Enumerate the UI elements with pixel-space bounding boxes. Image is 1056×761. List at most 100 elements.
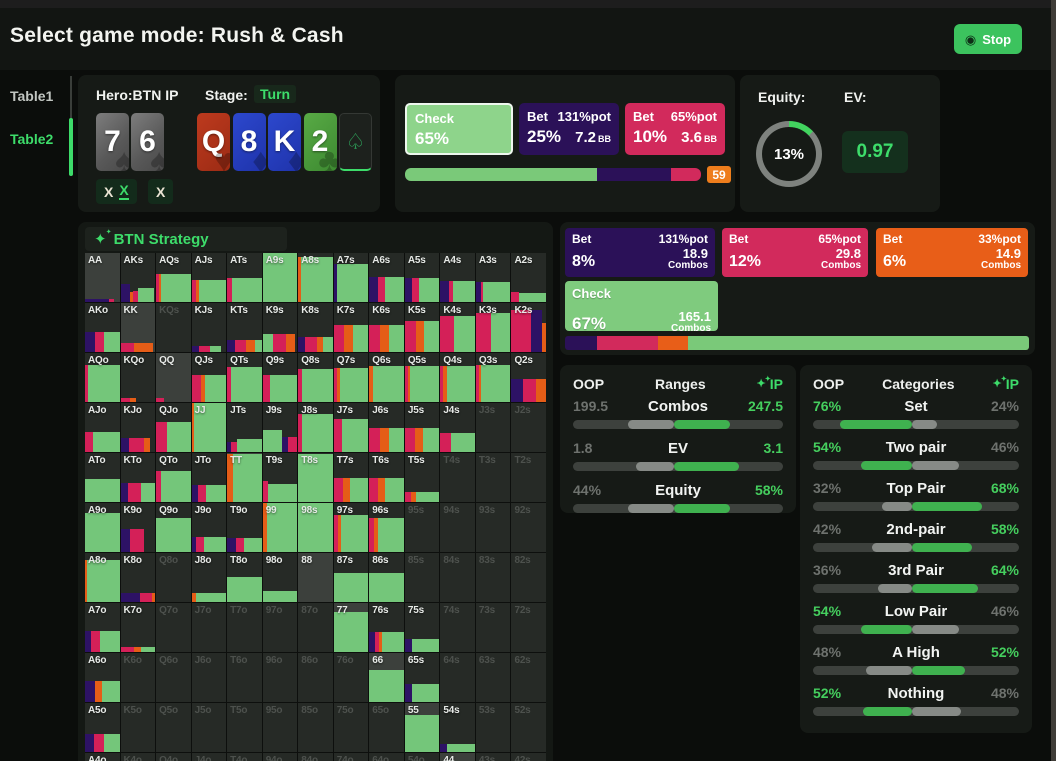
hand-cell-95s[interactable]: 95s bbox=[404, 503, 440, 552]
hand-cell-q2s[interactable]: Q2s bbox=[511, 353, 546, 402]
hand-cell-64o[interactable]: 64o bbox=[369, 753, 404, 761]
hand-cell-43s[interactable]: 43s bbox=[475, 753, 511, 761]
hand-cell-qjs[interactable]: QJs bbox=[191, 353, 227, 402]
hand-cell-64s[interactable]: 64s bbox=[440, 653, 475, 702]
hand-cell-44[interactable]: 44 bbox=[440, 753, 475, 761]
hand-cell-t5s[interactable]: T5s bbox=[404, 453, 440, 502]
hand-cell-ato[interactable]: ATo bbox=[85, 453, 120, 502]
hand-cell-k6o[interactable]: K6o bbox=[120, 653, 156, 702]
hand-cell-q8s[interactable]: Q8s bbox=[298, 353, 333, 402]
hand-cell-74s[interactable]: 74s bbox=[440, 603, 475, 652]
hand-cell-k8o[interactable]: K8o bbox=[120, 553, 156, 602]
hand-cell-t5o[interactable]: T5o bbox=[227, 703, 262, 752]
hand-cell-86s[interactable]: 86s bbox=[369, 553, 404, 602]
hand-cell-97s[interactable]: 97s bbox=[333, 503, 369, 552]
hand-cell-85o[interactable]: 85o bbox=[298, 703, 333, 752]
hand-cell-j4s[interactable]: J4s bbox=[440, 403, 475, 452]
hand-cell-jj[interactable]: JJ bbox=[191, 403, 227, 452]
hand-cell-kqs[interactable]: KQs bbox=[156, 303, 191, 352]
hand-cell-83s[interactable]: 83s bbox=[475, 553, 511, 602]
hand-cell-q6o[interactable]: Q6o bbox=[156, 653, 191, 702]
hand-cell-a6o[interactable]: A6o bbox=[85, 653, 120, 702]
hand-cell-ajo[interactable]: AJo bbox=[85, 403, 120, 452]
hand-cell-t7s[interactable]: T7s bbox=[333, 453, 369, 502]
hand-cell-77[interactable]: 77 bbox=[333, 603, 369, 652]
hand-cell-66[interactable]: 66 bbox=[369, 653, 404, 702]
hand-cell-j4o[interactable]: J4o bbox=[191, 753, 227, 761]
hand-cell-q7s[interactable]: Q7s bbox=[333, 353, 369, 402]
hand-cell-j3s[interactable]: J3s bbox=[475, 403, 511, 452]
board-card[interactable]: K ♦ bbox=[268, 113, 301, 171]
hand-cell-a3s[interactable]: A3s bbox=[475, 253, 511, 302]
hand-cell-t2s[interactable]: T2s bbox=[511, 453, 546, 502]
hand-cell-j5o[interactable]: J5o bbox=[191, 703, 227, 752]
hand-cell-42s[interactable]: 42s bbox=[511, 753, 546, 761]
hand-cell-kk[interactable]: KK bbox=[120, 303, 156, 352]
hand-cell-k4o[interactable]: K4o bbox=[120, 753, 156, 761]
action-check-box[interactable]: Check 65% bbox=[405, 103, 513, 155]
hand-cell-t8o[interactable]: T8o bbox=[227, 553, 262, 602]
hand-cell-j9o[interactable]: J9o bbox=[191, 503, 227, 552]
hand-cell-53s[interactable]: 53s bbox=[475, 703, 511, 752]
hand-cell-aqs[interactable]: AQs bbox=[156, 253, 191, 302]
hand-cell-t6o[interactable]: T6o bbox=[227, 653, 262, 702]
hand-cell-k2s[interactable]: K2s bbox=[511, 303, 546, 352]
hand-cell-84s[interactable]: 84s bbox=[440, 553, 475, 602]
hand-cell-k5s[interactable]: K5s bbox=[404, 303, 440, 352]
hand-cell-kjs[interactable]: KJs bbox=[191, 303, 227, 352]
summary-bet-131-box[interactable]: Bet 131%pot 8% 18.9 Combos bbox=[565, 228, 715, 277]
hand-cell-82s[interactable]: 82s bbox=[511, 553, 546, 602]
hand-cell-62s[interactable]: 62s bbox=[511, 653, 546, 702]
hand-cell-kto[interactable]: KTo bbox=[120, 453, 156, 502]
hand-cell-k5o[interactable]: K5o bbox=[120, 703, 156, 752]
summary-check-box[interactable]: Check 67% 165.1 Combos bbox=[565, 281, 718, 333]
summary-bet-33-box[interactable]: Bet 33%pot 6% 14.9 Combos bbox=[876, 228, 1028, 277]
hand-cell-ajs[interactable]: AJs bbox=[191, 253, 227, 302]
sidebar-item-table2[interactable]: Table2 bbox=[10, 131, 54, 147]
hand-cell-q9o[interactable]: Q9o bbox=[156, 503, 191, 552]
hand-cell-j7o[interactable]: J7o bbox=[191, 603, 227, 652]
hand-cell-65o[interactable]: 65o bbox=[369, 703, 404, 752]
hand-cell-86o[interactable]: 86o bbox=[298, 653, 333, 702]
hand-cell-j9s[interactable]: J9s bbox=[262, 403, 298, 452]
hand-cell-a9o[interactable]: A9o bbox=[85, 503, 120, 552]
hand-cell-tt[interactable]: TT bbox=[227, 453, 262, 502]
hand-cell-j5s[interactable]: J5s bbox=[404, 403, 440, 452]
hand-cell-a2s[interactable]: A2s bbox=[511, 253, 546, 302]
hand-cell-76o[interactable]: 76o bbox=[333, 653, 369, 702]
hand-cell-87o[interactable]: 87o bbox=[298, 603, 333, 652]
hand-cell-ats[interactable]: ATs bbox=[227, 253, 262, 302]
hand-cell-jto[interactable]: JTo bbox=[191, 453, 227, 502]
hand-cell-a5o[interactable]: A5o bbox=[85, 703, 120, 752]
hand-cell-65s[interactable]: 65s bbox=[404, 653, 440, 702]
board-card[interactable]: Q ♥ bbox=[197, 113, 230, 171]
hand-cell-j8o[interactable]: J8o bbox=[191, 553, 227, 602]
hand-cell-t9s[interactable]: T9s bbox=[262, 453, 298, 502]
hand-cell-q7o[interactable]: Q7o bbox=[156, 603, 191, 652]
hand-cell-92s[interactable]: 92s bbox=[511, 503, 546, 552]
hand-cell-qto[interactable]: QTo bbox=[156, 453, 191, 502]
hand-cell-96o[interactable]: 96o bbox=[262, 653, 298, 702]
hand-cell-a8o[interactable]: A8o bbox=[85, 553, 120, 602]
hand-cell-kts[interactable]: KTs bbox=[227, 303, 262, 352]
board-card[interactable]: 2 ♣ bbox=[303, 113, 337, 171]
hand-cell-99[interactable]: 99 bbox=[262, 503, 298, 552]
hand-cell-q4s[interactable]: Q4s bbox=[440, 353, 475, 402]
hand-cell-a4o[interactable]: A4o bbox=[85, 753, 120, 761]
next-card-slot[interactable]: ♤ bbox=[339, 113, 372, 171]
hand-cell-q5o[interactable]: Q5o bbox=[156, 703, 191, 752]
hand-cell-a6s[interactable]: A6s bbox=[369, 253, 404, 302]
hand-cell-75s[interactable]: 75s bbox=[404, 603, 440, 652]
hand-cell-t3s[interactable]: T3s bbox=[475, 453, 511, 502]
hand-cell-q4o[interactable]: Q4o bbox=[156, 753, 191, 761]
hand-cell-94o[interactable]: 94o bbox=[262, 753, 298, 761]
hand-cell-97o[interactable]: 97o bbox=[262, 603, 298, 652]
hand-cell-k9s[interactable]: K9s bbox=[262, 303, 298, 352]
hand-cell-q5s[interactable]: Q5s bbox=[404, 353, 440, 402]
hand-cell-a8s[interactable]: A8s bbox=[298, 253, 333, 302]
hand-cell-t4s[interactable]: T4s bbox=[440, 453, 475, 502]
hand-cell-63s[interactable]: 63s bbox=[475, 653, 511, 702]
hand-cell-a5s[interactable]: A5s bbox=[404, 253, 440, 302]
board-card[interactable]: 8 ♦ bbox=[232, 113, 266, 171]
sidebar-item-table1[interactable]: Table1 bbox=[10, 88, 54, 104]
